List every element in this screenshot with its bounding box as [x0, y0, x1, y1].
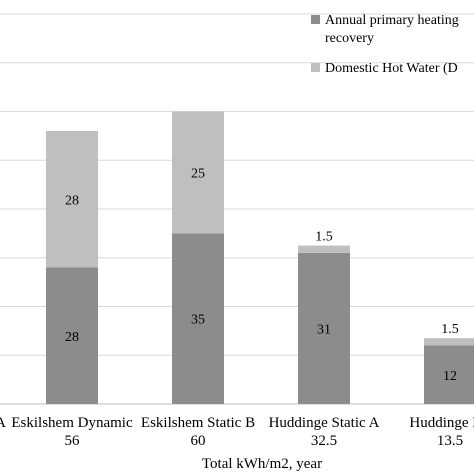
data-label: 12	[443, 369, 457, 384]
data-label: 1.5	[441, 322, 459, 337]
category-tick-label: Huddinge Static A	[269, 415, 380, 431]
bar-segment	[172, 233, 224, 404]
data-label: 25	[191, 166, 205, 181]
data-label: 31	[317, 322, 331, 337]
bar-segment	[298, 252, 350, 404]
data-label: 28	[65, 330, 79, 345]
bars	[46, 111, 474, 404]
legend-entry: recovery	[325, 31, 374, 46]
category-tick-label: A	[0, 415, 6, 431]
bar-segment	[298, 245, 350, 253]
category-tick-label: Eskilshem Static B	[141, 415, 255, 431]
category-tick-labels: A Eskilshem Dynamic 56 Eskilshem Static B 60…	[0, 415, 474, 449]
category-tick-label: 60	[191, 433, 206, 449]
bar-segment	[424, 338, 474, 346]
x-axis-title: Total kWh/m2, year	[202, 456, 322, 472]
category-tick-label: Eskilshem Dynamic	[11, 415, 133, 431]
bar-segment	[46, 267, 98, 404]
category-tick-label: 32.5	[311, 433, 337, 449]
bar-segment	[172, 111, 224, 234]
legend-swatch	[311, 15, 320, 24]
legend-entry: Annual primary heating	[325, 13, 459, 28]
bar-segment	[424, 345, 474, 404]
legend-entry: Domestic Hot Water (D	[325, 61, 458, 76]
data-labels: 28 28 35 25 31 1.5 12 1.5	[65, 166, 459, 383]
category-tick-label: Huddinge Dy	[409, 415, 474, 431]
legend-swatch	[311, 63, 320, 72]
legend: Annual primary heating recovery Domestic H…	[311, 13, 459, 76]
data-label: 28	[65, 193, 79, 208]
data-label: 35	[191, 313, 205, 328]
category-tick-label: 13.5	[437, 433, 463, 449]
bar-segment	[46, 131, 98, 268]
category-tick-label: 56	[65, 433, 81, 449]
data-label: 1.5	[315, 230, 333, 245]
